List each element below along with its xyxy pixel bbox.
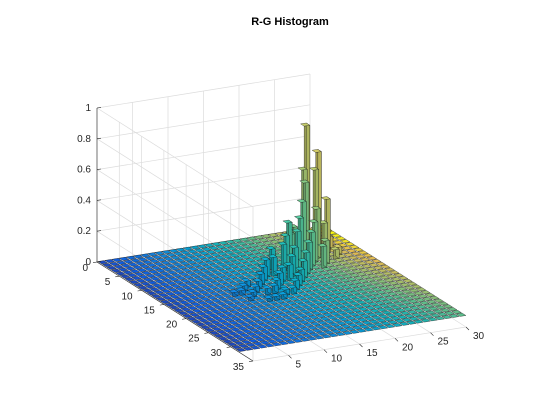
y-tick bbox=[115, 276, 119, 277]
x-tick-label: 30 bbox=[473, 331, 485, 342]
y-tick-label: 25 bbox=[188, 334, 200, 345]
z-tick bbox=[97, 107, 101, 108]
x-tick bbox=[395, 338, 398, 341]
y-tick bbox=[182, 319, 186, 320]
z-tick bbox=[97, 231, 101, 232]
y-tick-label: 5 bbox=[105, 277, 111, 288]
z-tick bbox=[97, 138, 101, 139]
x-tick-label: 20 bbox=[402, 342, 414, 353]
x-tick bbox=[324, 350, 327, 353]
y-tick-label: 20 bbox=[166, 320, 178, 331]
z-tick-label: 0.2 bbox=[77, 226, 91, 237]
x-tick bbox=[466, 327, 469, 330]
bar-face-side bbox=[323, 244, 327, 268]
y-tick-label: 0 bbox=[82, 263, 88, 274]
z-tick-label: 1 bbox=[85, 103, 91, 114]
chart-title: R-G Histogram bbox=[251, 16, 329, 28]
y-tick bbox=[138, 290, 142, 291]
x-tick-label: 25 bbox=[438, 337, 450, 348]
y-tick-label: 35 bbox=[233, 362, 245, 373]
z-tick-label: 0.8 bbox=[77, 134, 91, 145]
x-tick-label: 5 bbox=[296, 359, 302, 370]
y-tick-label: 10 bbox=[121, 291, 133, 302]
y-tick bbox=[160, 304, 164, 305]
y-tick bbox=[204, 333, 208, 334]
x-tick bbox=[431, 333, 434, 336]
y-tick bbox=[93, 262, 97, 263]
z-tick-label: 0.6 bbox=[77, 165, 91, 176]
y-tick-label: 30 bbox=[211, 348, 223, 359]
z-grid-line bbox=[97, 108, 253, 207]
x-tick-label: 10 bbox=[331, 354, 343, 365]
z-tick-label: 0.4 bbox=[77, 195, 91, 206]
x-tick bbox=[289, 355, 292, 358]
x-tick-label: 15 bbox=[367, 348, 379, 359]
x-tick bbox=[360, 344, 363, 347]
z-tick bbox=[97, 200, 101, 201]
z-grid-line bbox=[97, 139, 253, 238]
y-tick-label: 15 bbox=[144, 305, 156, 316]
y-tick bbox=[227, 347, 231, 348]
z-tick bbox=[97, 169, 101, 170]
y-tick bbox=[249, 361, 253, 362]
